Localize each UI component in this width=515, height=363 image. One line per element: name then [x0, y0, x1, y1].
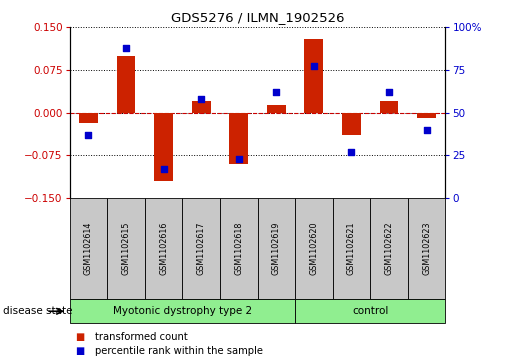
Text: GSM1102614: GSM1102614: [84, 222, 93, 276]
Point: [423, 127, 431, 132]
Bar: [267, 105, 286, 113]
Text: GDS5276 / ILMN_1902526: GDS5276 / ILMN_1902526: [171, 11, 344, 24]
Text: ■: ■: [75, 332, 84, 342]
Text: percentile rank within the sample: percentile rank within the sample: [95, 346, 263, 356]
Bar: [192, 101, 211, 113]
Text: transformed count: transformed count: [95, 332, 188, 342]
Bar: [304, 38, 323, 113]
Bar: [417, 113, 436, 118]
Bar: [116, 56, 135, 113]
Point: [84, 132, 93, 138]
Text: GSM1102623: GSM1102623: [422, 222, 431, 276]
Text: GSM1102619: GSM1102619: [272, 222, 281, 276]
Text: GSM1102620: GSM1102620: [310, 222, 318, 276]
Text: GSM1102621: GSM1102621: [347, 222, 356, 276]
Point: [310, 64, 318, 69]
Bar: [229, 113, 248, 164]
Text: GSM1102618: GSM1102618: [234, 222, 243, 276]
Text: disease state: disease state: [3, 306, 72, 316]
Text: ■: ■: [75, 346, 84, 356]
Bar: [154, 113, 173, 181]
Text: GSM1102616: GSM1102616: [159, 222, 168, 276]
Point: [272, 89, 280, 95]
Text: Myotonic dystrophy type 2: Myotonic dystrophy type 2: [113, 306, 252, 316]
Point: [347, 149, 355, 155]
Text: GSM1102615: GSM1102615: [122, 222, 130, 276]
Point: [160, 166, 168, 172]
Point: [235, 156, 243, 162]
Bar: [380, 101, 399, 113]
Point: [122, 45, 130, 50]
Text: control: control: [352, 306, 388, 316]
Bar: [342, 113, 361, 135]
Text: GSM1102622: GSM1102622: [385, 222, 393, 276]
Bar: [79, 113, 98, 123]
Text: GSM1102617: GSM1102617: [197, 222, 205, 276]
Point: [197, 96, 205, 102]
Point: [385, 89, 393, 95]
